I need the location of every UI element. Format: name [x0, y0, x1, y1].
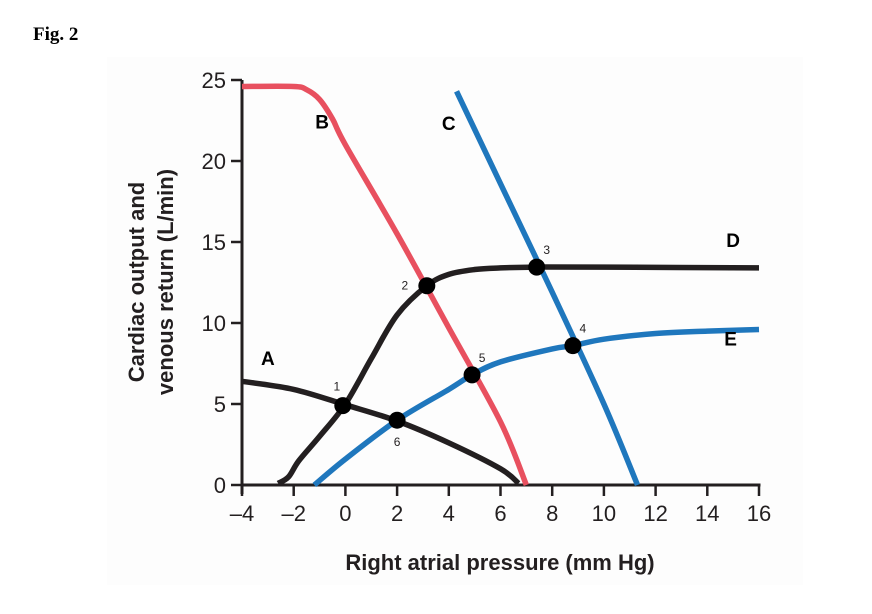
y-tick-label: 20	[202, 149, 226, 174]
x-tick-label: 2	[391, 501, 403, 526]
intersection-points: 1 2 3 4 5 6	[333, 243, 586, 449]
point-6	[388, 411, 406, 429]
x-tick-label: –4	[230, 501, 254, 526]
point-5	[463, 366, 481, 384]
y-tick-label: 15	[202, 230, 226, 255]
point-1	[334, 397, 352, 415]
x-tick-label: –2	[281, 501, 305, 526]
point-3	[528, 258, 546, 276]
x-tick-label: 16	[747, 501, 771, 526]
curve-label-b: B	[315, 113, 329, 134]
curve-e	[312, 326, 760, 488]
curve-b	[241, 83, 529, 487]
curve-label-a: A	[261, 349, 275, 370]
y-axis-title-line-1: Cardiac output and	[124, 182, 149, 382]
y-axis-title-line-2: venous return (L/min)	[153, 169, 178, 395]
curve-c	[454, 90, 641, 487]
point-4	[564, 337, 582, 355]
x-tick-label: 14	[695, 501, 719, 526]
chart-panel	[107, 57, 803, 585]
curve-label-e: E	[724, 330, 737, 351]
x-tick-label: 6	[494, 501, 506, 526]
curve-label-d: D	[726, 231, 740, 252]
x-axis-title: Right atrial pressure (mm Hg)	[345, 550, 654, 575]
x-tick-label: 10	[592, 501, 616, 526]
x-tick-label: 0	[339, 501, 351, 526]
curves: C E A D B	[241, 83, 760, 488]
point-label-2: 2	[401, 279, 408, 293]
figure-label: Fig. 2	[33, 24, 79, 45]
curve-label-c: C	[442, 114, 456, 135]
point-label-6: 6	[394, 435, 401, 449]
y-axis-title: Cardiac output and venous return (L/min)	[124, 169, 178, 395]
y-tick-label: 5	[214, 392, 226, 417]
point-label-5: 5	[479, 351, 486, 365]
y-tick-label: 10	[202, 311, 226, 336]
point-label-4: 4	[580, 322, 587, 336]
curve-d	[276, 264, 760, 486]
point-label-1: 1	[333, 380, 340, 394]
point-label-3: 3	[543, 243, 550, 257]
x-tick-label: 8	[546, 501, 558, 526]
y-tick-label: 25	[202, 68, 226, 93]
x-tick-label: 12	[643, 501, 667, 526]
x-tick-label: 4	[443, 501, 455, 526]
point-2	[418, 277, 436, 295]
y-tick-label: 0	[214, 473, 226, 498]
